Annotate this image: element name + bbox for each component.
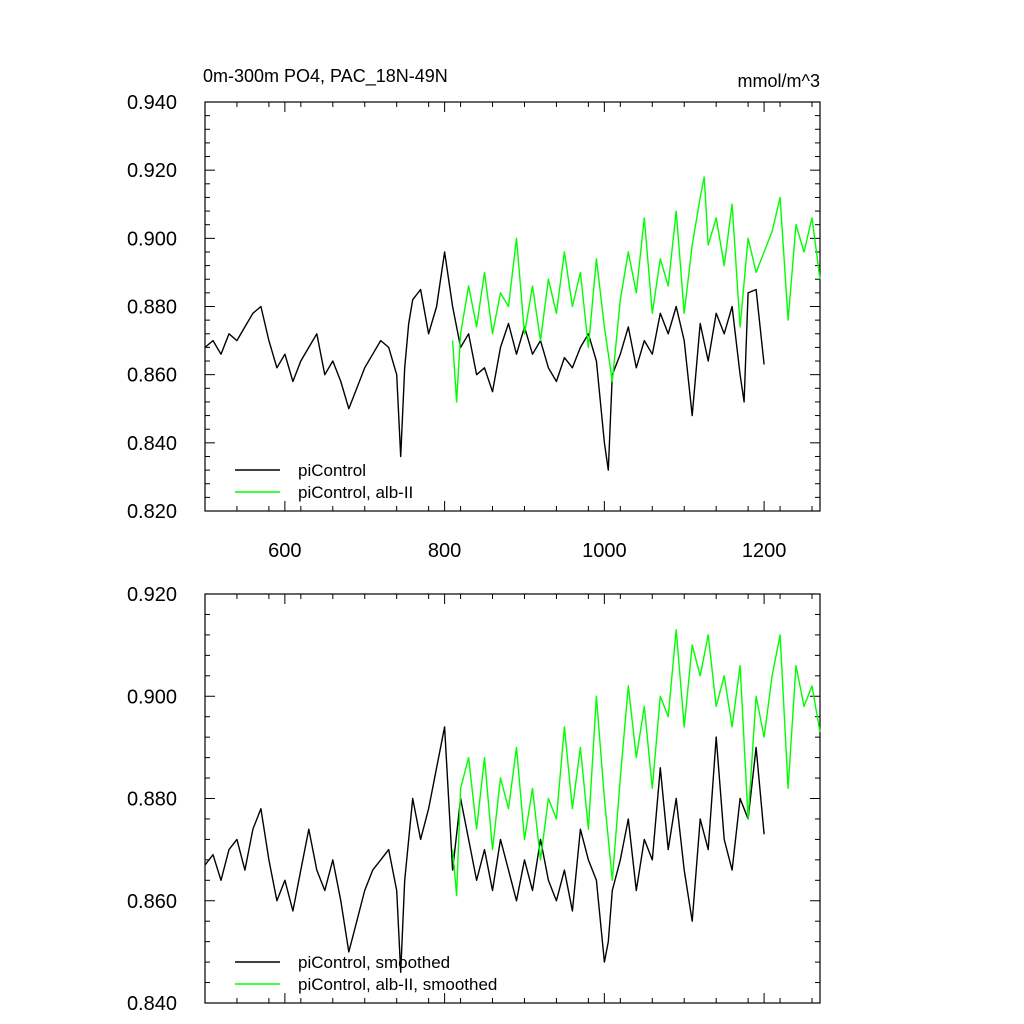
units-label: mmol/m^3 — [738, 71, 820, 91]
top-ytick-label: 0.880 — [127, 297, 177, 319]
top-xtick-label: 600 — [268, 540, 301, 562]
top-ytick-label: 0.940 — [127, 92, 177, 114]
top-panel: 0m-300m PO4, PAC_18N-49N mmol/m^3 0.820 0… — [127, 66, 821, 562]
top-xtick-label: 800 — [428, 540, 461, 562]
top-ytick-label: 0.920 — [127, 160, 177, 182]
bottom-ytick-label: 0.860 — [127, 891, 177, 913]
top-ytick-label: 0.840 — [127, 433, 177, 455]
bottom-ytick-label: 0.920 — [127, 584, 177, 606]
bottom-series-line-1 — [451, 629, 821, 897]
top-xtick-label: 1200 — [742, 540, 787, 562]
bottom-ytick-label: 0.840 — [127, 993, 177, 1015]
bottom-panel: 0.840 0.860 0.880 0.900 0.920 piControl, smoo… — [127, 584, 821, 1015]
top-series-line-0 — [204, 251, 765, 471]
top-ytick-label: 0.860 — [127, 365, 177, 387]
top-legend-label: piControl, alb-II — [298, 483, 413, 502]
bottom-legend-label: piControl, alb-II, smoothed — [298, 975, 497, 994]
top-series-line-1 — [451, 176, 821, 403]
top-ytick-label: 0.820 — [127, 501, 177, 523]
top-legend-label: piControl — [298, 461, 366, 480]
chart-title: 0m-300m PO4, PAC_18N-49N — [203, 66, 448, 87]
bottom-legend-label: piControl, smoothed — [298, 953, 450, 972]
top-ytick-label: 0.900 — [127, 228, 177, 250]
top-plot-frame — [204, 101, 821, 512]
bottom-ytick-label: 0.900 — [127, 686, 177, 708]
bottom-series-line-0 — [204, 726, 765, 973]
bottom-plot-frame — [204, 593, 821, 1004]
bottom-ytick-label: 0.880 — [127, 789, 177, 811]
top-xtick-label: 1000 — [582, 540, 627, 562]
